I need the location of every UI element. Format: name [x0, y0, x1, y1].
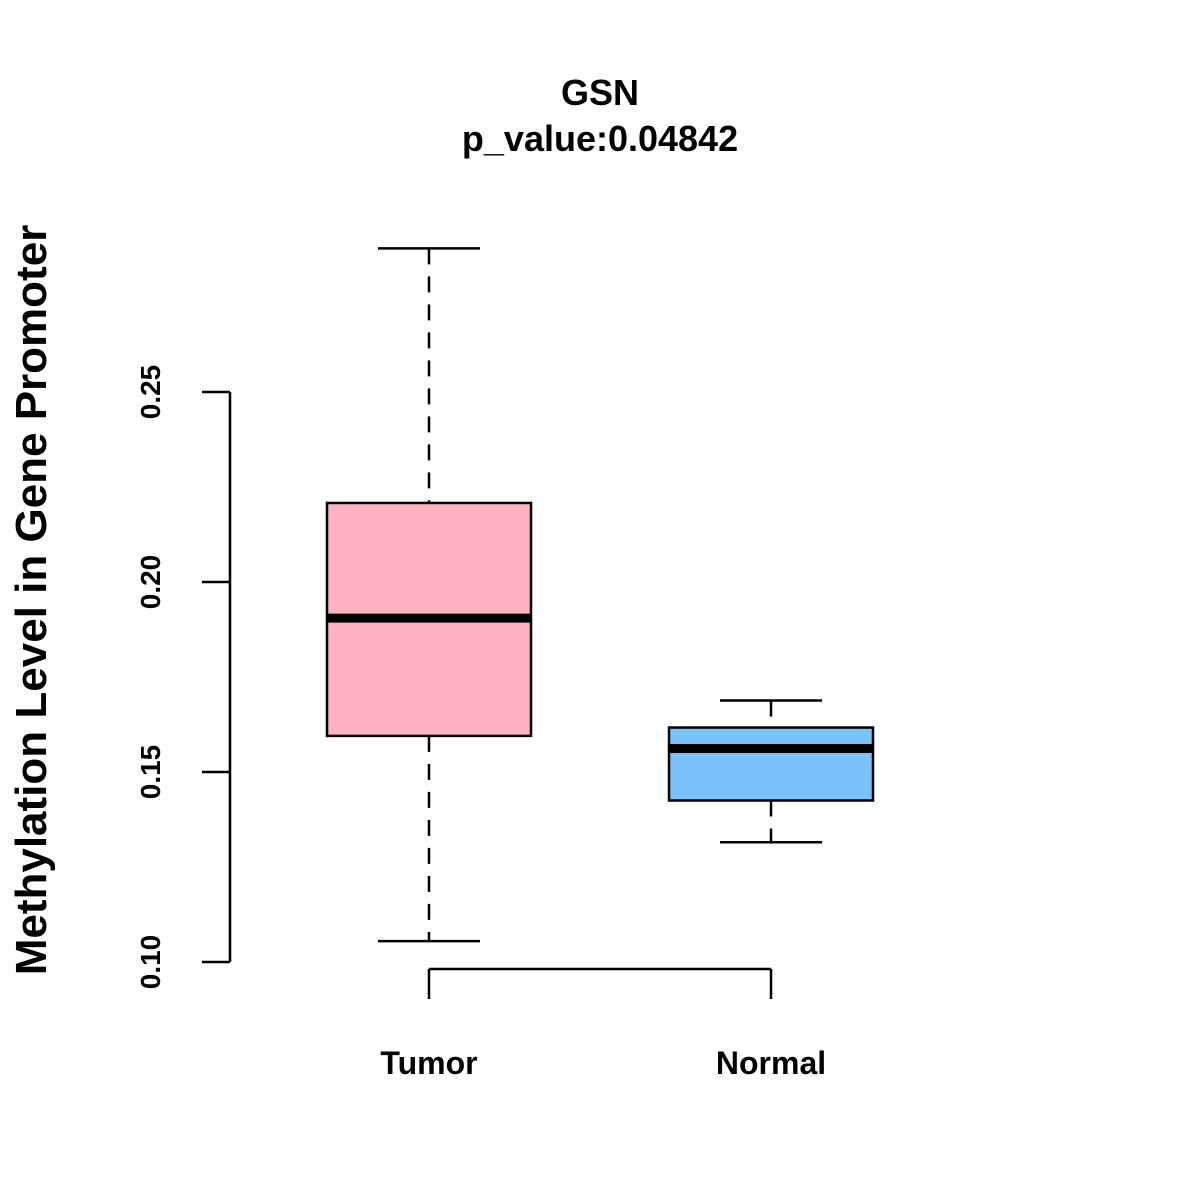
- y-tick-label: 0.15: [135, 745, 166, 800]
- x-category-label: Tumor: [380, 1045, 477, 1081]
- x-axis: Tumor Normal: [380, 967, 826, 1081]
- box-normal: [667, 699, 875, 844]
- box-tumor: [325, 247, 533, 943]
- y-tick-label: 0.10: [135, 935, 166, 990]
- y-axis: 0.10 0.15 0.20 0.25: [135, 365, 232, 990]
- y-tick-label: 0.25: [135, 365, 166, 420]
- x-category-label: Normal: [716, 1045, 826, 1081]
- y-axis-label: Methylation Level in Gene Promoter: [7, 225, 56, 976]
- chart-title: GSN: [561, 72, 639, 113]
- chart-subtitle: p_value:0.04842: [462, 118, 738, 159]
- box-group: [325, 247, 875, 943]
- iqr-box: [667, 726, 875, 802]
- y-tick-label: 0.20: [135, 555, 166, 610]
